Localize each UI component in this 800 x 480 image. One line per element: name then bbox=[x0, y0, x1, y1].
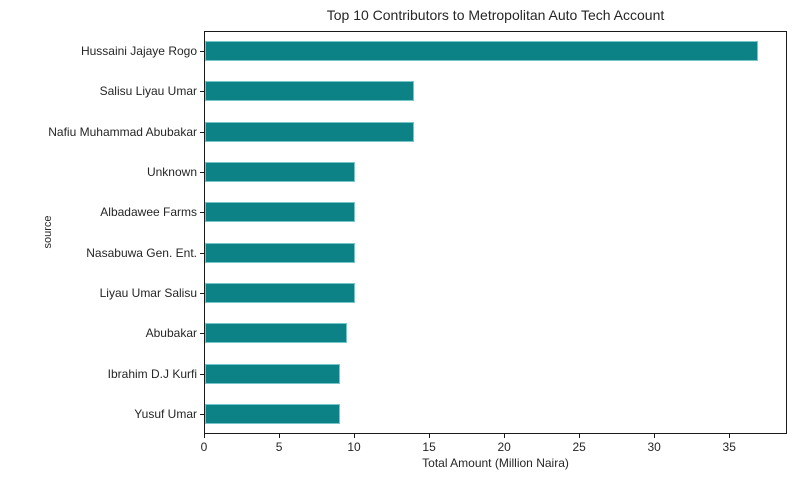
x-tick-label: 0 bbox=[200, 440, 208, 454]
bar bbox=[205, 363, 340, 384]
bar bbox=[205, 41, 759, 62]
y-tick-label: Hussaini Jajaye Rogo bbox=[80, 44, 197, 59]
bar bbox=[205, 81, 415, 102]
x-tick-label: 20 bbox=[497, 440, 511, 454]
bar bbox=[205, 242, 355, 263]
y-tick-label: Nafiu Muhammad Abubakar bbox=[48, 124, 197, 139]
x-axis-label: Total Amount (Million Naira) bbox=[422, 456, 569, 470]
y-tick-label: Salisu Liyau Umar bbox=[99, 84, 197, 99]
x-tick-mark bbox=[579, 434, 581, 438]
x-tick-mark bbox=[204, 434, 205, 438]
bar bbox=[205, 282, 355, 303]
x-tick-mark bbox=[504, 434, 506, 438]
y-tick-mark bbox=[200, 212, 204, 214]
bar bbox=[205, 202, 355, 223]
bar bbox=[205, 162, 355, 183]
chart-title: Top 10 Contributors to Metropolitan Auto… bbox=[326, 7, 665, 23]
x-tick-mark bbox=[654, 434, 656, 438]
y-tick-mark bbox=[200, 413, 204, 415]
y-tick-mark bbox=[200, 373, 204, 375]
bar bbox=[205, 121, 415, 142]
y-tick-mark bbox=[200, 91, 204, 93]
y-tick-mark bbox=[200, 131, 204, 133]
x-tick-label: 15 bbox=[422, 440, 436, 454]
x-tick-label: 25 bbox=[572, 440, 586, 454]
y-tick-label: Unknown bbox=[146, 165, 197, 180]
bar bbox=[205, 323, 348, 344]
x-tick-label: 35 bbox=[722, 440, 736, 454]
y-axis-label: source bbox=[42, 215, 54, 249]
plot-area bbox=[204, 31, 787, 434]
y-tick-mark bbox=[200, 172, 204, 174]
x-tick-mark bbox=[729, 434, 731, 438]
y-tick-label: Abubakar bbox=[145, 326, 197, 341]
x-tick-label: 5 bbox=[275, 440, 283, 454]
y-tick-label: Yusuf Umar bbox=[134, 406, 197, 421]
x-tick-label: 10 bbox=[347, 440, 361, 454]
x-tick-mark bbox=[354, 434, 356, 438]
x-tick-mark bbox=[429, 434, 431, 438]
bar bbox=[205, 403, 340, 424]
y-tick-label: Liyau Umar Salisu bbox=[99, 285, 197, 300]
y-tick-label: Ibrahim D.J Kurfi bbox=[107, 366, 197, 381]
y-tick-label: Albadawee Farms bbox=[100, 205, 197, 220]
y-tick-mark bbox=[200, 292, 204, 294]
y-tick-mark bbox=[200, 252, 204, 254]
y-tick-mark bbox=[200, 51, 204, 53]
x-tick-label: 30 bbox=[647, 440, 661, 454]
y-tick-mark bbox=[200, 333, 204, 335]
y-tick-label: Nasabuwa Gen. Ent. bbox=[86, 245, 197, 260]
x-tick-mark bbox=[279, 434, 281, 438]
